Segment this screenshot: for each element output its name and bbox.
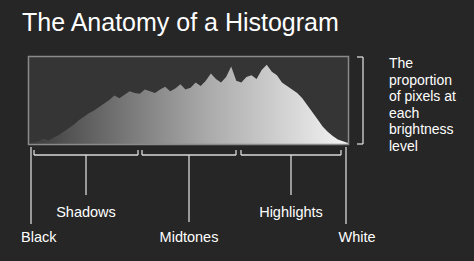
html-text:The Anatomy of a Histogram: The Anatomy of a Histogram [22, 8, 339, 36]
svg-text:White: White [338, 229, 375, 245]
html-text:The proportion of pixels at ea: The proportion of pixels at each brightn… [389, 55, 456, 154]
svg-text:Shadows: Shadows [56, 204, 116, 220]
svg-text:Midtones: Midtones [160, 229, 219, 245]
svg-text:Black: Black [21, 229, 57, 245]
svg-text:Highlights: Highlights [259, 204, 323, 220]
